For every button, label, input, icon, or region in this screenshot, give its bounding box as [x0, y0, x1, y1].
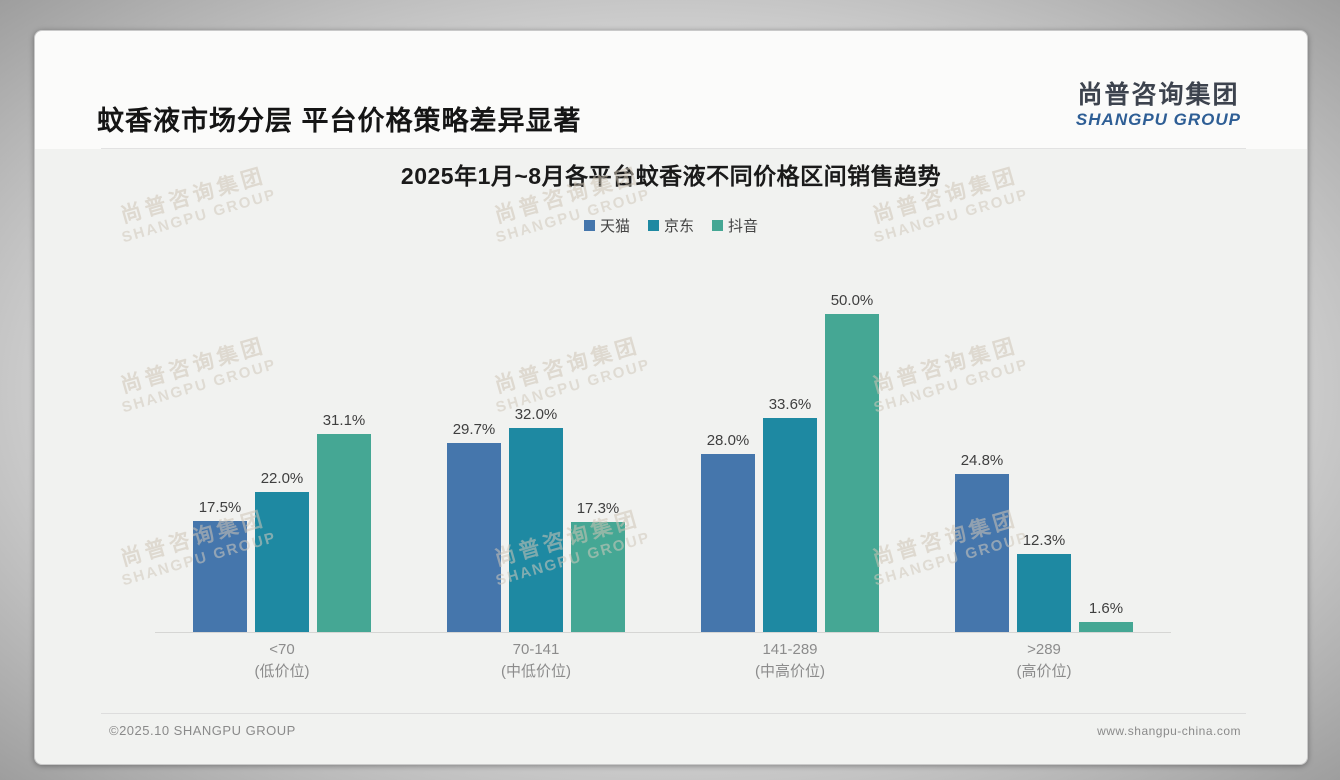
bar: [955, 474, 1009, 632]
footer-copyright: ©2025.10 SHANGPU GROUP: [109, 723, 296, 738]
category-label: <70 (低价位): [254, 641, 310, 680]
bar: [255, 492, 309, 632]
bar-group: 28.0% 33.6% 50.0%: [663, 272, 917, 632]
footer-divider: [101, 713, 1246, 714]
bar-value-label: 12.3%: [1022, 532, 1066, 549]
bar: [447, 443, 501, 632]
bar-value-label: 17.3%: [576, 500, 620, 517]
legend-item: 抖音: [712, 215, 758, 236]
bar-group: 24.8% 12.3% 1.6%: [917, 272, 1171, 632]
bar-value-label: 22.0%: [260, 470, 304, 487]
bar-value-label: 28.0%: [706, 432, 750, 449]
bar: [701, 454, 755, 632]
bar-value-label: 31.1%: [322, 412, 366, 429]
legend-swatch: [583, 220, 595, 231]
chart-legend: 天猫 京东 抖音: [35, 215, 1307, 236]
logo-text-cn: 尚普咨询集团: [1077, 81, 1240, 109]
bar: [825, 314, 879, 632]
bar-value-label: 1.6%: [1088, 600, 1124, 617]
legend-swatch: [647, 220, 659, 231]
bar-chart-plot-area: 17.5% 22.0% 31.1% 29.7% 32.0% 17.3% 28.0…: [155, 272, 1171, 633]
legend-swatch: [712, 220, 723, 231]
bar-value-label: 50.0%: [830, 292, 874, 309]
bar-value-label: 33.6%: [768, 396, 812, 413]
x-axis-category-labels: <70 (低价位) 70-141 (中低价位) 141-289 (中高价位) >…: [155, 639, 1171, 683]
company-logo: 尚普咨询集团 SHANGPU GROUP: [1076, 81, 1241, 130]
bar: [1017, 554, 1071, 632]
bar: [763, 418, 817, 632]
category-label: 70-141 (中低价位): [501, 641, 571, 680]
header-divider: [101, 148, 1246, 149]
bar: [1079, 622, 1133, 632]
page-title: 蚊香液市场分层 平台价格策略差异显著: [97, 106, 582, 136]
legend-item: 京东: [647, 215, 694, 236]
bar: [571, 522, 625, 632]
legend-item: 天猫: [583, 215, 630, 236]
bar: [317, 434, 371, 632]
logo-text-en: SHANGPU GROUP: [1075, 109, 1241, 129]
category-label: 141-289 (中高价位): [755, 641, 825, 680]
bar-value-label: 24.8%: [960, 452, 1004, 469]
legend-label: 京东: [663, 218, 694, 235]
legend-label: 天猫: [599, 218, 630, 235]
bar: [193, 521, 247, 632]
category-label: >289 (高价位): [1016, 641, 1072, 680]
bar: [509, 428, 563, 632]
bar-value-label: 29.7%: [452, 421, 496, 438]
bar-group: 29.7% 32.0% 17.3%: [409, 272, 663, 632]
legend-label: 抖音: [728, 218, 759, 235]
bar-group: 17.5% 22.0% 31.1%: [155, 272, 409, 632]
bar-value-label: 17.5%: [198, 499, 242, 516]
chart-title: 2025年1月~8月各平台蚊香液不同价格区间销售趋势: [400, 163, 942, 189]
slide: 蚊香液市场分层 平台价格策略差异显著 尚普咨询集团 SHANGPU GROUP …: [34, 30, 1308, 765]
footer-website: www.shangpu-china.com: [1097, 724, 1241, 738]
bar-value-label: 32.0%: [514, 406, 558, 423]
